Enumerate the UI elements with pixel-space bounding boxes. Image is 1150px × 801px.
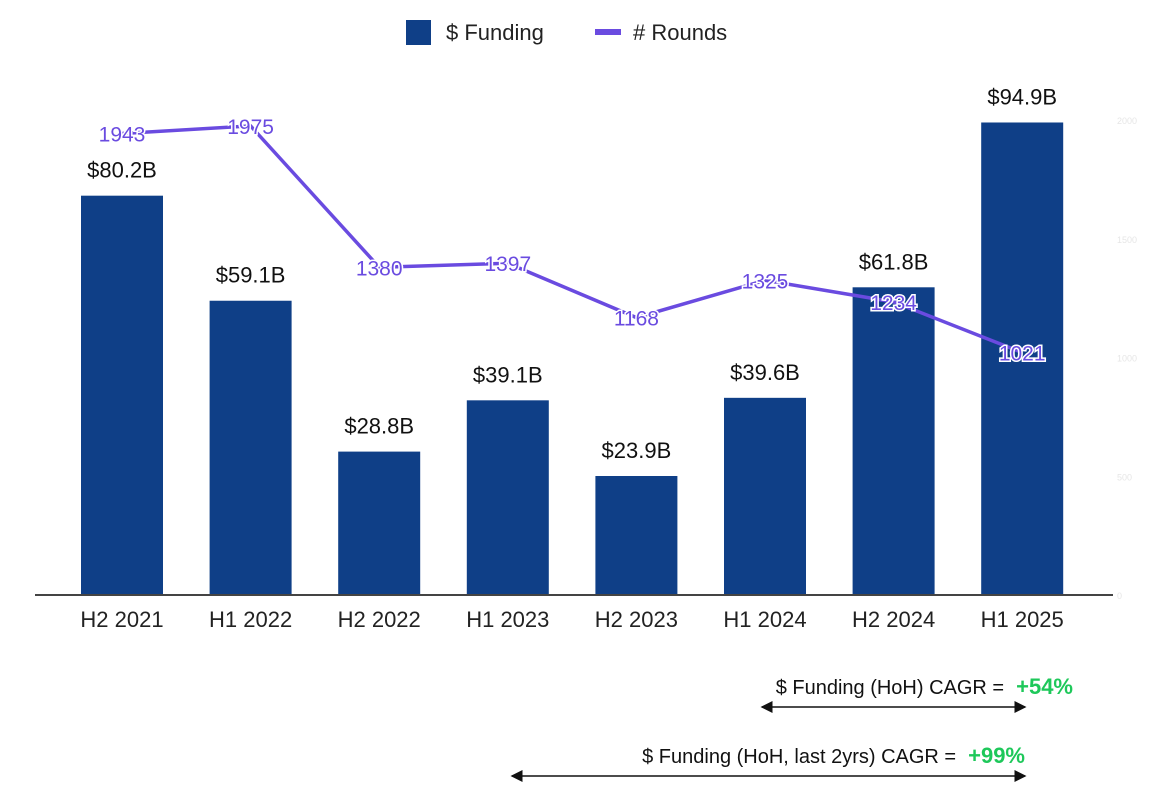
- funding-data-label: $28.8B: [344, 414, 414, 439]
- cagr-arrows: [510, 701, 1027, 782]
- rounds-line: [121, 124, 1023, 355]
- cagr-annotation-1: $ Funding (HoH) CAGR = +54%: [776, 674, 1073, 700]
- rounds-data-label: 1234: [870, 292, 917, 315]
- x-tick-label: H2 2022: [338, 607, 421, 632]
- cagr-annotation-1-text: $ Funding (HoH) CAGR =: [775, 677, 1005, 699]
- legend-funding-swatch: [406, 20, 431, 45]
- funding-data-label: $23.9B: [602, 438, 672, 463]
- right-axis-tick-label: 2000: [1117, 116, 1137, 126]
- funding-bar: [338, 451, 421, 595]
- rounds-data-label: 1168: [614, 308, 659, 331]
- funding-bar: [981, 122, 1064, 596]
- x-tick-label: H1 2022: [209, 607, 292, 632]
- funding-data-label: $59.1B: [216, 263, 286, 288]
- funding-data-label: $39.1B: [473, 362, 543, 387]
- legend-rounds-swatch: [595, 29, 621, 35]
- funding-data-label: $39.6B: [730, 360, 800, 385]
- rounds-data-label: 1325: [742, 270, 789, 293]
- cagr-annotation-2-text: $ Funding (HoH, last 2yrs) CAGR =: [642, 746, 957, 768]
- x-tick-label: H2 2024: [852, 607, 935, 632]
- right-axis-tick-label: 1500: [1117, 235, 1137, 245]
- funding-bar: [209, 300, 292, 595]
- x-tick-label: H1 2025: [981, 607, 1064, 632]
- x-tick-label: H1 2024: [723, 607, 806, 632]
- cagr-annotation-2: $ Funding (HoH, last 2yrs) CAGR = +99%: [642, 743, 1025, 769]
- x-tick-label: H2 2021: [80, 607, 163, 632]
- cagr-annotation-2-value: +99%: [968, 743, 1025, 768]
- rounds-data-label: 1397: [484, 253, 531, 276]
- rounds-data-label: 1975: [227, 116, 274, 139]
- funding-data-label: $61.8B: [859, 249, 929, 274]
- rounds-data-label: 1021: [999, 343, 1046, 366]
- funding-bar: [852, 287, 935, 595]
- funding-data-label: $80.2B: [87, 158, 157, 183]
- x-tick-label: H1 2023: [466, 607, 549, 632]
- funding-bar: [466, 400, 549, 595]
- funding-bar: [595, 476, 678, 595]
- funding-data-label: $94.9B: [987, 84, 1057, 109]
- right-axis-tick-label: 0: [1117, 591, 1122, 601]
- rounds-data-label: 1943: [99, 124, 146, 147]
- cagr-annotation-1-value: +54%: [1016, 674, 1073, 699]
- right-axis-tick-label: 1000: [1117, 354, 1137, 364]
- rounds-data-label: 1380: [356, 257, 403, 280]
- legend-funding-label: $ Funding: [446, 20, 544, 45]
- funding-bar: [724, 397, 806, 595]
- legend-rounds-label: # Rounds: [633, 20, 727, 45]
- funding-bar: [81, 195, 163, 595]
- right-axis-tick-label: 500: [1117, 472, 1132, 482]
- legend: $ Funding # Rounds: [406, 20, 727, 45]
- x-tick-label: H2 2023: [595, 607, 678, 632]
